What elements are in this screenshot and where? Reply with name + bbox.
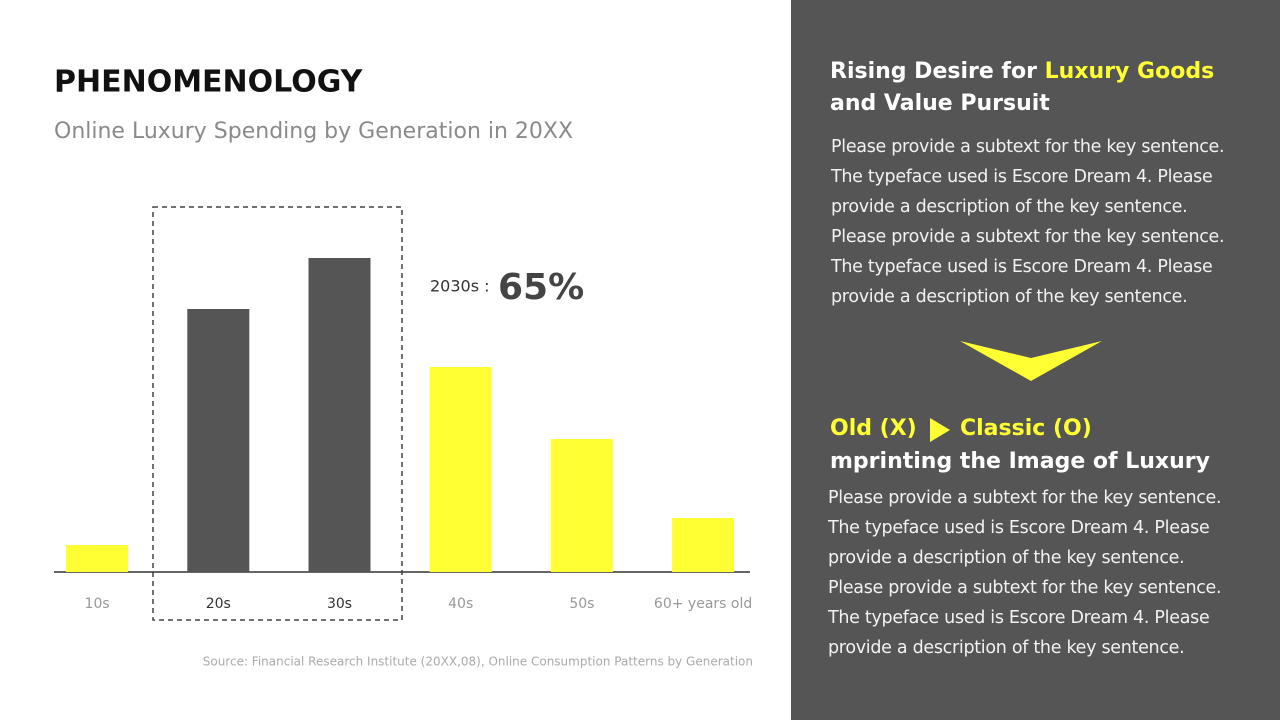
bar [66, 545, 129, 572]
body-line: Please provide a subtext for the key sen… [831, 227, 1225, 247]
bar [187, 309, 250, 572]
bar [308, 258, 371, 572]
heading-text: Rising Desire for [830, 59, 1037, 84]
body-line: The typeface used is Escore Dream 4. Ple… [831, 167, 1213, 187]
heading-classic: Classic (O) [960, 416, 1092, 441]
highlight-box [152, 206, 403, 621]
body-text: Please provide a subtext for the key sen… [831, 132, 1225, 312]
heading-highlight: Luxury Goods [1044, 59, 1215, 84]
x-tick-label: 50s [569, 596, 594, 612]
body-line: provide a description of the key sentenc… [828, 548, 1185, 568]
x-tick-label: 10s [85, 596, 110, 612]
chevron [960, 341, 1102, 381]
body-line: Please provide a subtext for the key sen… [828, 488, 1222, 508]
body-line: The typeface used is Escore Dream 4. Ple… [828, 518, 1210, 538]
heading: mprinting the Image of Luxury [830, 449, 1210, 474]
chart-title: PHENOMENOLOGY [54, 65, 364, 100]
side-panel: Rising Desire for Luxury Goods and Value… [791, 0, 1280, 720]
annotation-value: 65% [498, 267, 584, 308]
bar [672, 518, 735, 572]
play-arrow [930, 418, 950, 442]
x-tick-label: 30s [327, 596, 352, 612]
source: Source: Financial Research Institute (20… [203, 655, 753, 669]
arrows [930, 341, 1102, 442]
chart-subtitle: Online Luxury Spending by Generation in … [54, 119, 573, 144]
body-line: provide a description of the key sentenc… [831, 197, 1188, 217]
chart: PHENOMENOLOGY Online Luxury Spending by … [54, 65, 753, 669]
body-text: Please provide a subtext for the key sen… [828, 483, 1222, 663]
x-tick-label: 20s [206, 596, 231, 612]
heading: Rising Desire for Luxury Goods [830, 59, 1214, 84]
x-tick-label: 40s [448, 596, 473, 612]
heading: and Value Pursuit [830, 91, 1050, 116]
body-line: Please provide a subtext for the key sen… [828, 578, 1222, 598]
bar [550, 439, 613, 572]
body-line: The typeface used is Escore Dream 4. Ple… [828, 608, 1210, 628]
body-line: provide a description of the key sentenc… [828, 638, 1185, 658]
bar [429, 367, 492, 572]
body-line: provide a description of the key sentenc… [831, 287, 1188, 307]
body-line: Please provide a subtext for the key sen… [831, 137, 1225, 157]
heading-old: Old (X) [830, 416, 917, 441]
x-tick-label: 60+ years old [654, 596, 752, 612]
body-line: The typeface used is Escore Dream 4. Ple… [831, 257, 1213, 277]
annotation-label: 2030s : [430, 277, 490, 296]
